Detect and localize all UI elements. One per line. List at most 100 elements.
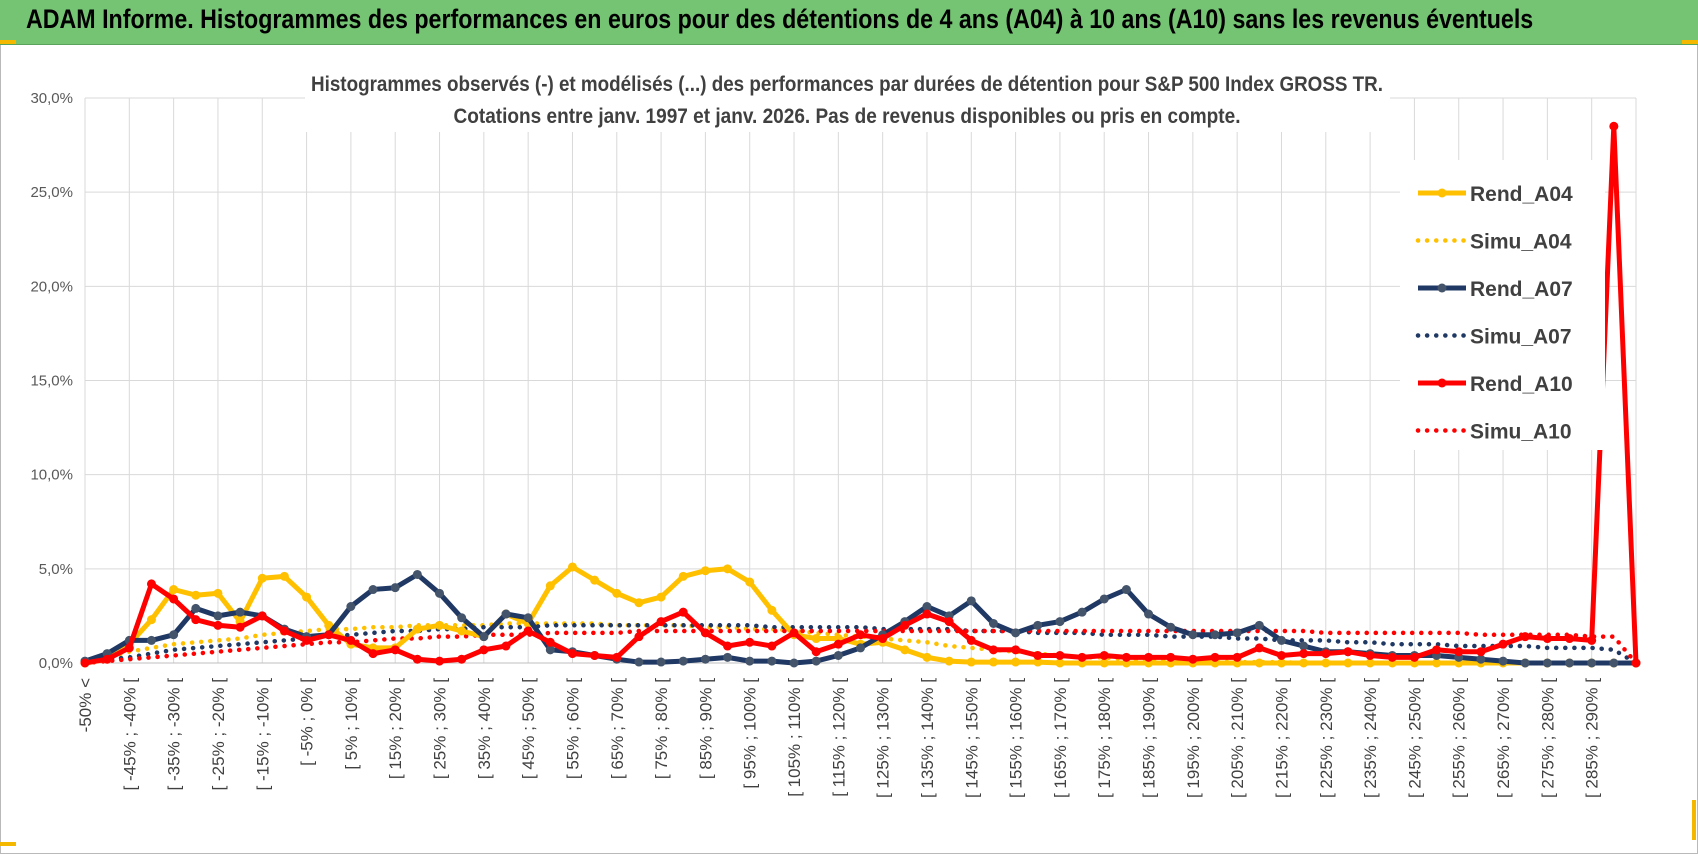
data-point-rend_a07 [1498,656,1508,666]
data-point-rend_a07 [457,613,467,623]
data-point-rend_a04 [767,605,777,615]
data-point-rend_a07 [412,569,422,579]
data-point-rend_a10 [1188,654,1198,664]
data-point-rend_a04 [257,573,267,583]
data-point-rend_a07 [767,656,777,666]
data-point-rend_a10 [1166,652,1176,662]
data-point-rend_a10 [1210,652,1220,662]
x-tick-label: [ 255% ; 260% [ [1450,678,1469,798]
data-point-rend_a07 [789,658,799,668]
data-point-rend_a10 [634,632,644,642]
chart-title-background [305,62,1390,132]
x-tick-label: [ 205% ; 210% [ [1228,678,1247,798]
x-tick-label: -50% < [76,678,95,732]
data-point-rend_a10 [723,641,733,651]
data-point-rend_a10 [811,647,821,657]
x-tick-label: [ 35% ; 40% [ [475,678,494,779]
y-tick-label: 30,0% [30,90,73,107]
x-tick-label: [ 185% ; 190% [ [1140,678,1159,798]
data-point-rend_a07 [1099,594,1109,604]
data-point-rend_a07 [1254,620,1264,630]
data-point-rend_a07 [1520,658,1530,668]
data-point-rend_a07 [1476,654,1486,664]
y-axis: 0,0% 5,0% 10,0% 15,0% 20,0% 25,0% 30,0% [30,90,73,672]
legend-marker-rend_a07 [1437,283,1447,293]
data-point-rend_a04 [1432,658,1442,668]
data-point-rend_a10 [146,579,156,589]
legend-label-rend_a10: Rend_A10 [1470,373,1573,396]
data-point-rend_a10 [1631,658,1641,668]
data-point-rend_a10 [1033,650,1043,660]
data-point-rend_a04 [944,656,954,666]
data-point-rend_a07 [213,611,223,621]
data-point-rend_a04 [656,592,666,602]
x-tick-label: [ 175% ; 180% [ [1095,678,1114,798]
y-tick-label: 10,0% [30,467,73,484]
data-point-rend_a10 [390,645,400,655]
data-point-rend_a10 [1565,634,1575,644]
data-point-rend_a10 [279,626,289,636]
data-point-rend_a07 [501,609,511,619]
data-point-rend_a10 [479,645,489,655]
data-point-rend_a07 [1210,630,1220,640]
data-point-rend_a04 [1343,658,1353,668]
data-point-rend_a07 [678,656,688,666]
data-point-rend_a10 [1099,650,1109,660]
data-point-rend_a10 [213,620,223,630]
data-point-rend_a10 [878,634,888,644]
data-point-rend_a10 [1498,639,1508,649]
data-point-rend_a04 [435,620,445,630]
x-tick-label: [ 215% ; 220% [ [1272,678,1291,798]
data-point-rend_a04 [1299,658,1309,668]
y-tick-label: 5,0% [39,561,73,578]
data-point-rend_a04 [191,590,201,600]
data-point-rend_a10 [944,617,954,627]
data-point-rend_a04 [1099,658,1109,668]
data-point-rend_a07 [146,635,156,645]
x-tick-label: [ 15% ; 20% [ [386,678,405,779]
data-point-rend_a04 [678,571,688,581]
data-point-rend_a10 [1254,643,1264,653]
data-point-rend_a10 [1387,652,1397,662]
series-line-simu_a10 [82,628,1639,666]
data-point-rend_a04 [1321,658,1331,668]
data-point-rend_a10 [412,654,422,664]
data-point-rend_a04 [612,588,622,598]
chart-subtitle: Cotations entre janv. 1997 et janv. 2026… [454,105,1241,128]
data-point-rend_a07 [523,613,533,623]
x-tick-label: [ 145% ; 150% [ [962,678,981,798]
data-point-rend_a07 [1033,620,1043,630]
x-tick-label: [ 5% ; 10% [ [342,678,361,770]
data-point-rend_a10 [1321,649,1331,659]
data-point-rend_a10 [590,650,600,660]
data-point-rend_a04 [169,585,179,595]
data-point-rend_a10 [612,652,622,662]
y-tick-label: 20,0% [30,278,73,295]
data-point-rend_a10 [169,594,179,604]
data-point-rend_a10 [80,658,90,668]
x-tick-label: [ 195% ; 200% [ [1184,678,1203,798]
grid-lines [84,97,1637,664]
data-point-rend_a07 [856,643,865,653]
legend-label-rend_a07: Rend_A07 [1470,278,1573,301]
data-point-rend_a10 [1077,652,1087,662]
data-point-rend_a10 [1232,652,1242,662]
x-tick-label: [ 125% ; 130% [ [874,678,893,798]
data-point-rend_a04 [900,645,910,655]
data-point-rend_a04 [302,592,312,602]
data-point-rend_a10 [324,630,334,640]
legend-label-rend_a04: Rend_A04 [1470,183,1573,206]
data-point-rend_a04 [457,626,467,636]
data-point-rend_a10 [523,626,533,636]
data-point-rend_a10 [789,628,799,638]
data-point-rend_a10 [1476,647,1486,657]
data-point-rend_a10 [235,622,245,632]
x-tick-label: [ 235% ; 240% [ [1361,678,1380,798]
data-point-rend_a07 [833,650,843,660]
data-point-rend_a10 [1011,645,1021,655]
data-point-rend_a04 [1365,658,1375,668]
data-point-rend_a04 [966,657,976,667]
data-point-rend_a07 [1188,630,1198,640]
data-point-rend_a04 [700,566,710,576]
